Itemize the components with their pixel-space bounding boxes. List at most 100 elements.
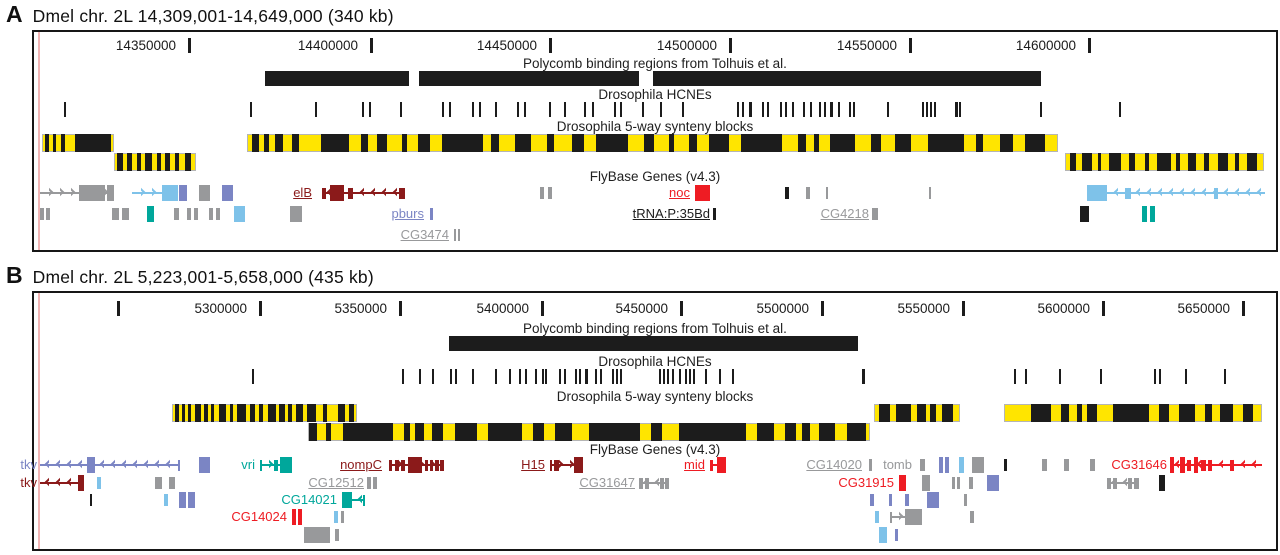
- gene-direction-chevron: [1234, 187, 1244, 197]
- hcne-tick: [1159, 369, 1161, 384]
- hcne-tick: [369, 102, 371, 117]
- axis-tick: [399, 301, 402, 316]
- synteny-stripe: [976, 134, 983, 152]
- gene-box: [454, 229, 456, 241]
- gene-direction-chevron: [1135, 187, 1145, 197]
- synteny-stripe: [896, 404, 912, 422]
- synteny-stripe: [288, 404, 292, 422]
- hcne-tick: [693, 369, 695, 384]
- gene-exon: [401, 459, 405, 471]
- gene-model-line: [1107, 482, 1139, 484]
- hcne-tick: [810, 102, 812, 117]
- gene-direction-chevron: [1146, 187, 1156, 197]
- hcne-tick: [535, 369, 537, 384]
- synteny-stripe: [145, 153, 152, 171]
- synteny-stripe: [1188, 153, 1197, 171]
- synteny-stripe: [1204, 404, 1213, 422]
- synteny-stripe: [1158, 404, 1169, 422]
- synteny-stripe: [801, 423, 811, 441]
- gene-box: [952, 477, 955, 489]
- gene-exon: [890, 511, 892, 523]
- hcne-tick: [620, 369, 622, 384]
- synteny-stripe: [1081, 153, 1092, 171]
- synteny-stripe: [589, 423, 640, 441]
- gene-label: tkv: [20, 457, 37, 472]
- gene-box: [889, 494, 892, 506]
- gene-box: [905, 494, 909, 506]
- gene-direction-chevron: [1218, 459, 1228, 469]
- hcne-tick: [667, 369, 669, 384]
- gene-box: [1042, 459, 1047, 471]
- gene-box: [290, 206, 302, 222]
- track-label-genes: FlyBase Genes (v4.3): [589, 169, 721, 184]
- gene-box: [334, 511, 338, 523]
- axis-tick-label: 5450000: [615, 301, 668, 316]
- gene-exon: [1208, 459, 1212, 471]
- gene-model-line: [40, 192, 114, 194]
- gene-box: [304, 527, 330, 543]
- gene-exon: [363, 494, 365, 506]
- gene-box: [879, 527, 887, 543]
- axis-tick: [1102, 301, 1105, 316]
- gene-label: CG3474: [400, 227, 449, 242]
- hcne-tick: [472, 369, 474, 384]
- synteny-stripe: [1129, 153, 1135, 171]
- synteny-stripe: [361, 134, 368, 152]
- gene-model-line: [550, 464, 583, 466]
- gene-box: [1142, 206, 1147, 222]
- axis-tick-label: 5500000: [756, 301, 809, 316]
- gene-box: [122, 208, 129, 220]
- hcne-tick: [579, 369, 581, 384]
- track-label-polycomb: Polycomb binding regions from Tolhuis et…: [523, 321, 787, 336]
- gene-box: [335, 529, 339, 541]
- synteny-block: [308, 423, 870, 441]
- gene-box: [222, 185, 233, 201]
- gene-box: [920, 459, 925, 471]
- synteny-stripe: [942, 404, 953, 422]
- synteny-stripe: [555, 423, 573, 441]
- synteny-stripe: [187, 404, 192, 422]
- synteny-stripe: [454, 423, 478, 441]
- synteny-stripe: [1086, 404, 1098, 422]
- hcne-tick: [545, 369, 547, 384]
- synteny-stripe: [846, 423, 867, 441]
- synteny-stripe: [182, 404, 185, 422]
- gene-box: [155, 477, 162, 489]
- gene-label: CG31646: [1111, 457, 1167, 472]
- gene-box: [869, 459, 872, 471]
- synteny-stripe: [668, 134, 674, 152]
- synteny-stripe: [595, 134, 629, 152]
- gene-exon: [1113, 477, 1117, 489]
- panel-b-tracks: 5300000 5350000 5400000 5450000 5500000 55500…: [20, 291, 1278, 551]
- gene-box: [341, 511, 344, 523]
- synteny-stripe: [927, 134, 965, 152]
- synteny-stripe: [52, 134, 56, 152]
- synteny-stripe: [650, 423, 662, 441]
- hcne-tick: [830, 102, 833, 117]
- gene-box: [927, 492, 939, 508]
- hcne-tick: [592, 102, 594, 117]
- axis-tick-label: 14350000: [115, 38, 176, 53]
- synteny-stripe: [174, 404, 179, 422]
- synteny-stripe: [1247, 153, 1258, 171]
- synteny-stripe: [1061, 404, 1070, 422]
- synteny-stripe: [1112, 404, 1149, 422]
- synteny-stripe: [533, 423, 545, 441]
- gene-exon: [1194, 457, 1198, 473]
- synteny-stripe: [1144, 153, 1149, 171]
- gene-model-line: [40, 482, 84, 484]
- panel-a-letter: A: [6, 1, 23, 27]
- gene-exon: [87, 457, 95, 473]
- track-label-hcne: Drosophila HCNEs: [598, 354, 712, 369]
- track-label-polycomb: Polycomb binding regions from Tolhuis et…: [523, 56, 787, 71]
- gene-exon: [1170, 457, 1174, 473]
- axis-tick: [909, 38, 912, 53]
- hcne-tick: [564, 102, 566, 117]
- hcne-tick: [955, 102, 958, 117]
- hcne-tick: [824, 102, 826, 117]
- gene-exon: [1187, 459, 1191, 471]
- hcne-tick: [689, 369, 691, 384]
- gene-box: [969, 477, 973, 489]
- gene-direction-chevron: [66, 459, 76, 469]
